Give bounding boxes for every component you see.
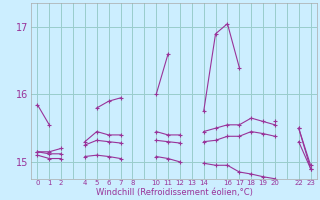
X-axis label: Windchill (Refroidissement éolien,°C): Windchill (Refroidissement éolien,°C) bbox=[96, 188, 252, 197]
